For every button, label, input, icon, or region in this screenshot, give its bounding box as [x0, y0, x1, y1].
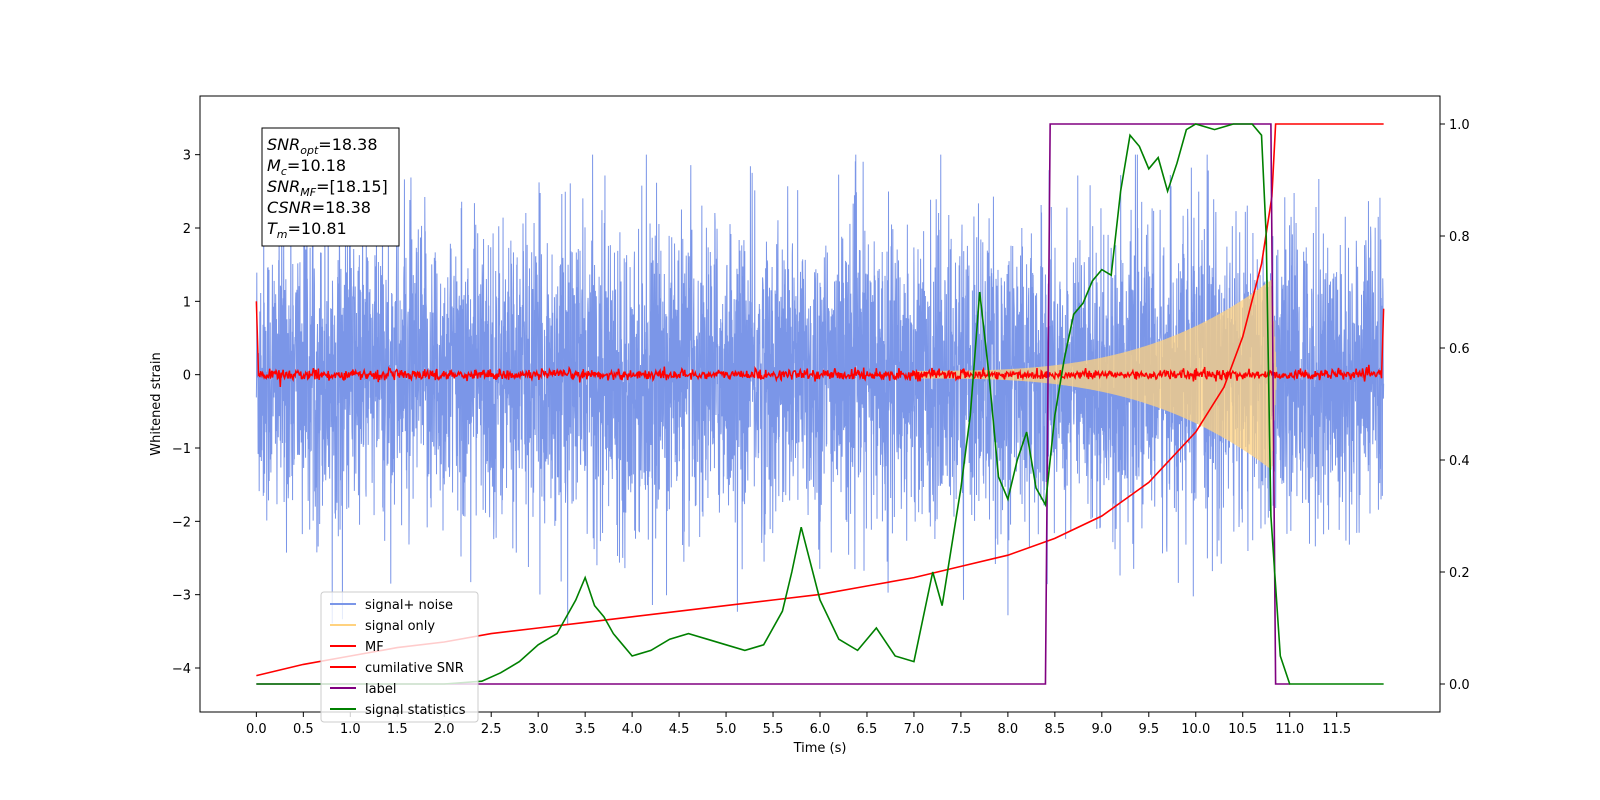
x-tick-label: 0.5 — [293, 722, 314, 737]
y-right-tick-label: 0.2 — [1449, 566, 1470, 581]
y-left-tick-label: 3 — [183, 149, 191, 164]
y-right-tick-label: 0.8 — [1449, 230, 1470, 245]
y-left-tick-label: −3 — [172, 589, 191, 604]
x-tick-label: 3.0 — [528, 722, 549, 737]
x-tick-label: 10.5 — [1228, 722, 1257, 737]
legend-label: MF — [365, 640, 384, 655]
annotation-line: Mc=10.18 — [267, 156, 346, 178]
annotation-line: CSNR=18.38 — [267, 198, 371, 217]
y-left-axis-ticks: 3 2 1 0 −1 −2 −3 −4 — [172, 149, 200, 677]
x-tick-label: 0.0 — [246, 722, 267, 737]
y-right-tick-label: 1.0 — [1449, 118, 1470, 133]
x-tick-label: 6.5 — [857, 722, 878, 737]
annotation-box-frame — [261, 127, 400, 247]
y-left-tick-label: −1 — [172, 442, 191, 457]
legend-label: label — [365, 682, 396, 697]
x-tick-label: 4.0 — [622, 722, 643, 737]
x-tick-label: 5.0 — [716, 722, 737, 737]
x-axis-label: Time (s) — [793, 741, 847, 756]
x-tick-label: 7.0 — [904, 722, 925, 737]
legend-label: signal+ noise — [365, 598, 453, 613]
x-tick-label: 3.5 — [575, 722, 596, 737]
x-tick-label: 10.0 — [1181, 722, 1210, 737]
x-tick-label: 5.5 — [763, 722, 784, 737]
x-tick-label: 4.5 — [669, 722, 690, 737]
y-right-tick-label: 0.6 — [1449, 342, 1470, 357]
x-axis-ticks: 0.0 0.5 1.0 1.5 2.0 2.5 3.0 3.5 4.0 4.5 5.0 5.5 6.0 6… — [246, 712, 1351, 737]
x-tick-label: 9.0 — [1091, 722, 1112, 737]
annotation-line: Tm=10.81 — [267, 219, 347, 241]
annotation-line: SNRMF=[18.15] — [267, 177, 388, 199]
series-signal-noise — [255, 154, 1385, 625]
y-left-tick-label: 1 — [183, 295, 191, 310]
y-right-axis-ticks: 1.0 0.8 0.6 0.4 0.2 0.0 — [1440, 118, 1470, 693]
y-left-tick-label: −2 — [172, 515, 191, 530]
legend-frame — [320, 591, 479, 723]
x-tick-label: 2.0 — [434, 722, 455, 737]
series-signal-statistics — [256, 123, 1384, 685]
annotation-line: SNRopt=18.38 — [267, 135, 378, 157]
series-label — [256, 123, 1290, 685]
y-axis-label: Whitened strain — [149, 352, 164, 455]
y-right-tick-label: 0.0 — [1449, 678, 1470, 693]
y-right-tick-label: 0.4 — [1449, 454, 1470, 469]
legend-label: signal statistics — [365, 703, 466, 718]
x-tick-label: 6.0 — [810, 722, 831, 737]
x-tick-label: 11.5 — [1322, 722, 1351, 737]
x-tick-label: 8.0 — [998, 722, 1019, 737]
x-tick-label: 1.0 — [340, 722, 361, 737]
series-mf — [255, 301, 1385, 388]
legend-label: signal only — [365, 619, 435, 634]
y-left-tick-label: −4 — [172, 662, 191, 677]
x-tick-label: 7.5 — [951, 722, 972, 737]
x-tick-label: 8.5 — [1045, 722, 1066, 737]
x-tick-label: 9.5 — [1138, 722, 1159, 737]
legend-label: cumilative SNR — [365, 661, 464, 676]
legend: signal+ noise signal only MF cumilative SNR… — [320, 591, 479, 723]
x-tick-label: 11.0 — [1275, 722, 1304, 737]
x-tick-label: 2.5 — [481, 722, 502, 737]
x-tick-label: 1.5 — [387, 722, 408, 737]
stats-annotation-box: SNRopt=18.38Mc=10.18SNRMF=[18.15]CSNR=18… — [261, 127, 400, 247]
y-left-tick-label: 2 — [183, 222, 191, 237]
y-left-tick-label: 0 — [183, 369, 191, 384]
